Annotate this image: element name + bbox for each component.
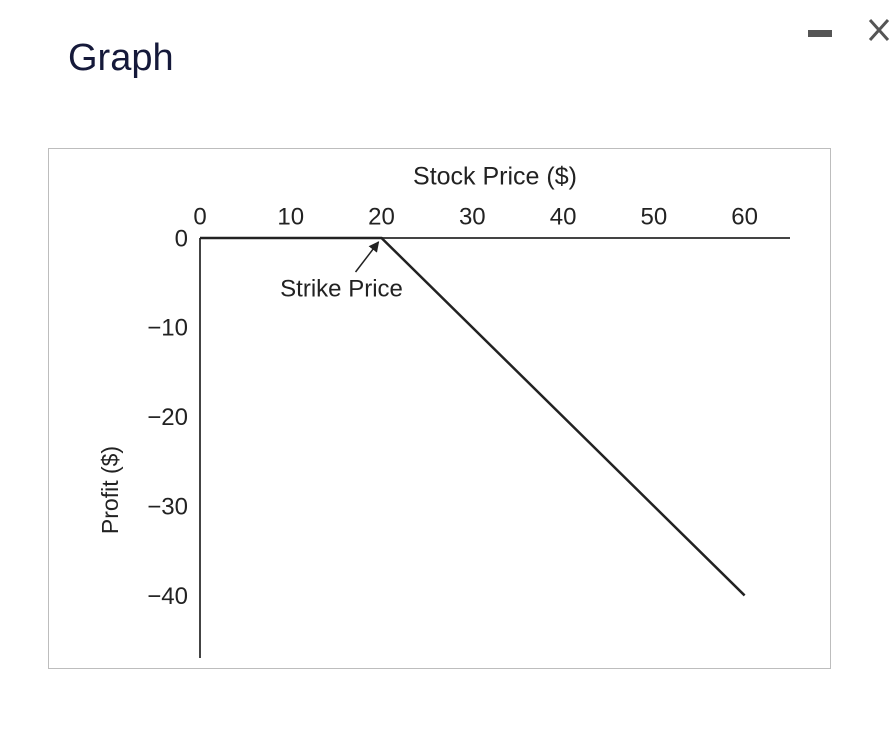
minimize-button[interactable] — [808, 30, 832, 37]
x-tick-label: 20 — [368, 203, 395, 230]
annotation: Strike Price — [280, 275, 403, 302]
y-tick-label: −40 — [147, 583, 188, 610]
line — [200, 236, 746, 597]
x-tick-label: 30 — [459, 203, 486, 230]
y-axis-title: Profit ($) — [97, 446, 123, 534]
x-axis-title: Stock Price ($) — [413, 163, 577, 191]
y-tick-label: −30 — [147, 493, 188, 520]
x-tick-label: 60 — [731, 203, 758, 230]
chart-frame — [48, 148, 831, 669]
close-button[interactable] — [868, 18, 890, 42]
x-tick-label: 10 — [277, 203, 304, 230]
y-tick-label: −20 — [147, 404, 188, 431]
x-tick-label: 40 — [550, 203, 577, 230]
y-tick-label: 0 — [175, 225, 188, 252]
annotation-arrow — [354, 241, 380, 273]
x-tick-label: 0 — [193, 203, 206, 230]
y-tick-label: −10 — [147, 315, 188, 342]
x-tick-label: 50 — [640, 203, 667, 230]
dialog-title: Graph — [68, 37, 174, 79]
